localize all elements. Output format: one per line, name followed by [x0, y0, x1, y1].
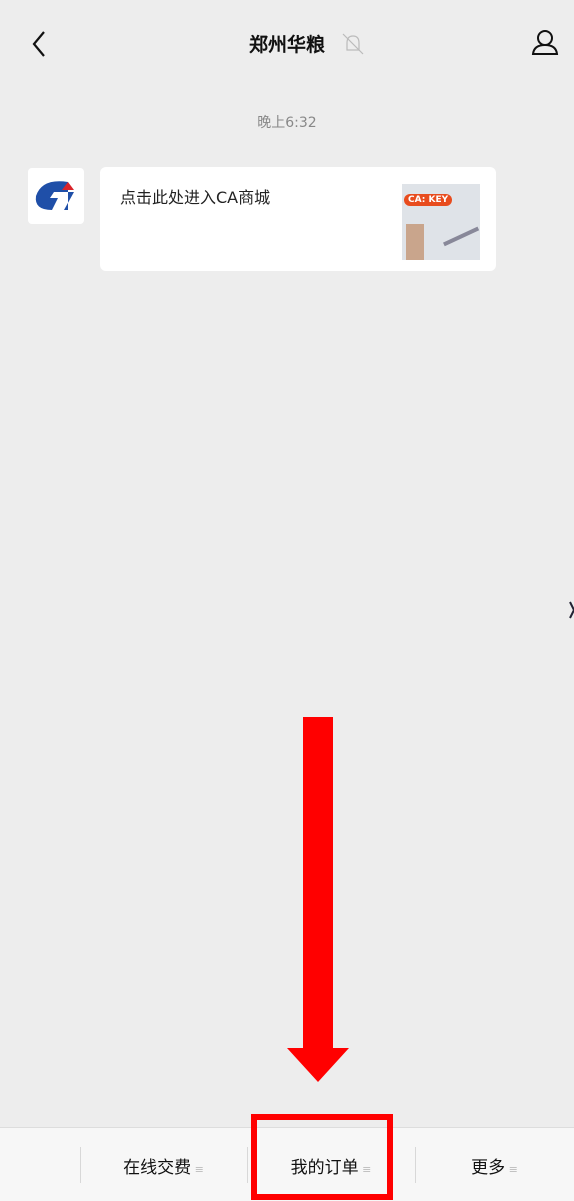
annotation [0, 0, 574, 1200]
highlight-box [254, 1117, 390, 1197]
screen: {"header": {"title": "郑州华粮"}, "chat": {"… [0, 0, 574, 1200]
arrow-head [287, 1048, 349, 1082]
arrow-shaft [303, 717, 333, 1052]
